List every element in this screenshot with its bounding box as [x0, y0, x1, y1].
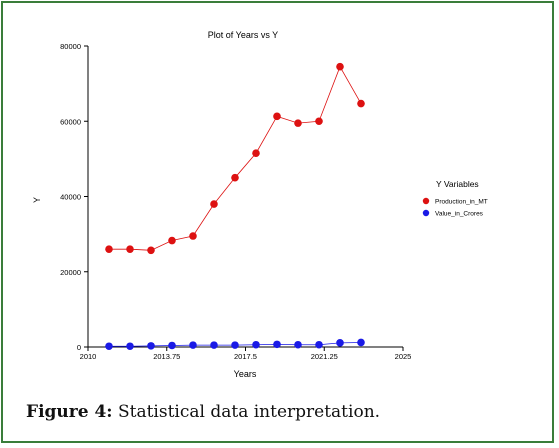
- series-2-point: [357, 338, 365, 347]
- series-2-point: [147, 342, 155, 350]
- legend-title: Y Variables: [436, 179, 479, 189]
- series-1-point: [210, 200, 218, 208]
- series-1-point: [189, 232, 197, 240]
- series-2-point: [168, 341, 176, 350]
- y-tick-label: 80000: [60, 42, 81, 51]
- series-2-point: [210, 341, 218, 349]
- series-1-point: [168, 236, 176, 245]
- x-tick-label: 2013.75: [153, 352, 180, 361]
- y-tick-label: 40000: [60, 193, 81, 202]
- x-tick-label: 2025: [395, 352, 412, 361]
- legend-label-2: Value_in_Crores: [435, 211, 484, 218]
- legend-label-1: Production_in_MT: [435, 199, 488, 206]
- x-tick-label: 2021.25: [311, 352, 338, 361]
- series-2-point: [315, 340, 323, 349]
- legend-marker-1: [422, 197, 430, 205]
- caption-label: Figure 4:: [26, 402, 113, 422]
- legend-marker-2: [422, 209, 430, 217]
- series-1-point: [294, 119, 302, 127]
- series-group: [105, 62, 365, 351]
- series-1-point: [315, 117, 323, 126]
- series-1-point: [126, 245, 134, 253]
- series-2-point: [273, 340, 281, 349]
- y-tick-label: 60000: [60, 117, 81, 126]
- series-2-point: [294, 340, 302, 349]
- series-2-point: [189, 341, 197, 349]
- series-2-point: [105, 342, 113, 351]
- x-tick-label: 2017.5: [234, 352, 257, 361]
- series-1-point: [252, 149, 260, 158]
- figure-frame: [1, 1, 554, 443]
- series-2-point: [126, 342, 134, 351]
- series-line-1: [109, 65, 362, 251]
- y-tick-label: 0: [77, 343, 81, 352]
- series-1-point: [105, 245, 113, 253]
- legend: Y Variables Production_in_MT Value_in_Cro…: [422, 179, 488, 218]
- series-1-point: [336, 62, 344, 71]
- series-1-point: [231, 173, 239, 182]
- series-2-point: [252, 340, 260, 349]
- axes: [84, 45, 404, 351]
- x-tick-label: 2010: [80, 352, 97, 361]
- series-2-point: [336, 339, 344, 347]
- y-tick-label: 20000: [60, 268, 81, 277]
- series-2-point: [231, 341, 239, 349]
- figure-caption: Figure 4: Statistical data interpretatio…: [26, 402, 380, 422]
- series-1-point: [357, 99, 365, 108]
- caption-text: Statistical data interpretation.: [117, 402, 381, 422]
- series-1-point: [273, 112, 281, 121]
- tick-labels: 2010 2013.75 2017.5 2021.25 2025 0 20000 40000 6…: [60, 42, 411, 361]
- y-axis-label: Y: [32, 197, 42, 203]
- chart-title: Plot of Years vs Y: [208, 30, 278, 40]
- x-axis-label: Years: [234, 369, 257, 379]
- series-1-point: [147, 246, 155, 255]
